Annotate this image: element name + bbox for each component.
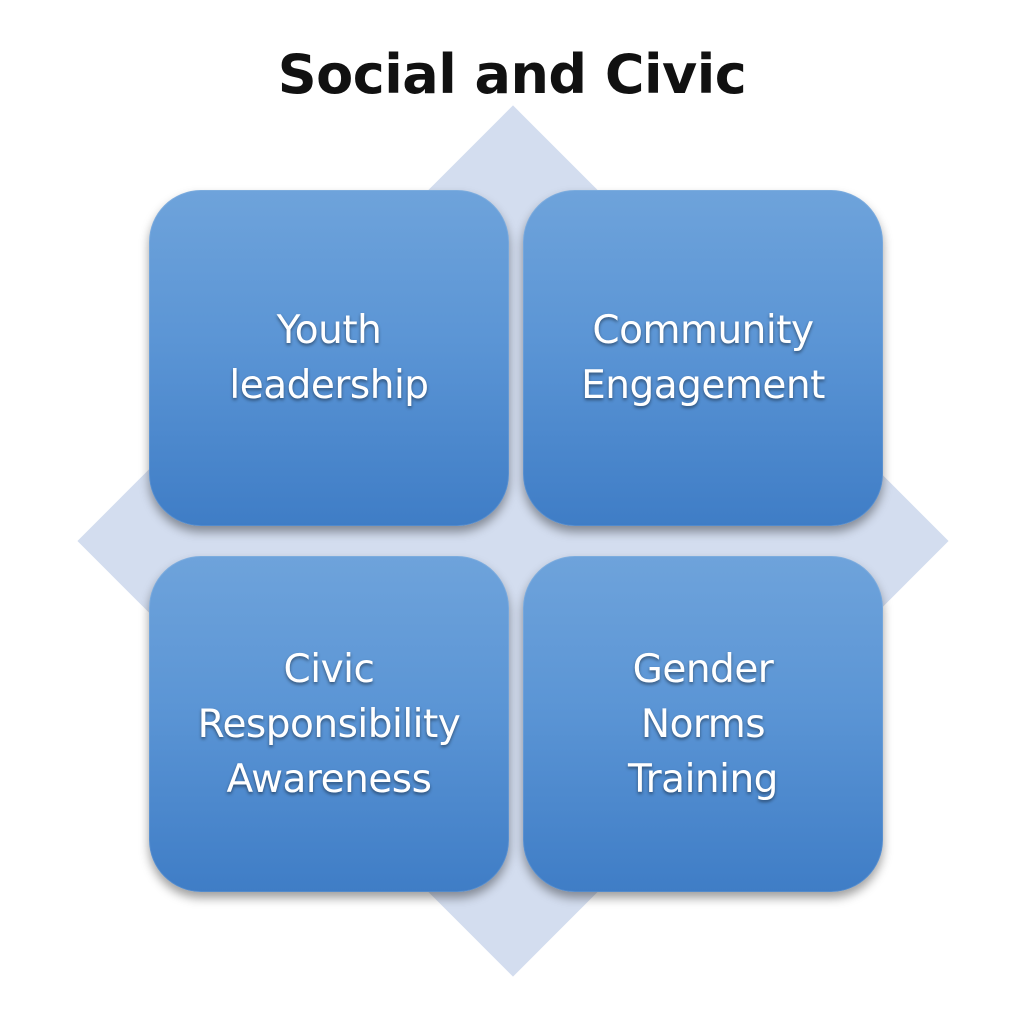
- quadrant-youth-leadership: Youth leadership: [149, 190, 509, 526]
- quadrant-gender-norms-training: Gender Norms Training: [523, 556, 883, 892]
- quadrant-label: Gender Norms Training: [628, 646, 778, 802]
- quadrant-community-engagement: Community Engagement: [523, 190, 883, 526]
- quadrant-label: Youth leadership: [229, 308, 429, 408]
- quadrant-label: Community Engagement: [581, 308, 825, 408]
- quadrant-civic-responsibility-awareness: Civic Responsibility Awareness: [149, 556, 509, 892]
- quadrant-label: Civic Responsibility Awareness: [197, 646, 461, 802]
- diagram-title: Social and Civic: [277, 43, 747, 106]
